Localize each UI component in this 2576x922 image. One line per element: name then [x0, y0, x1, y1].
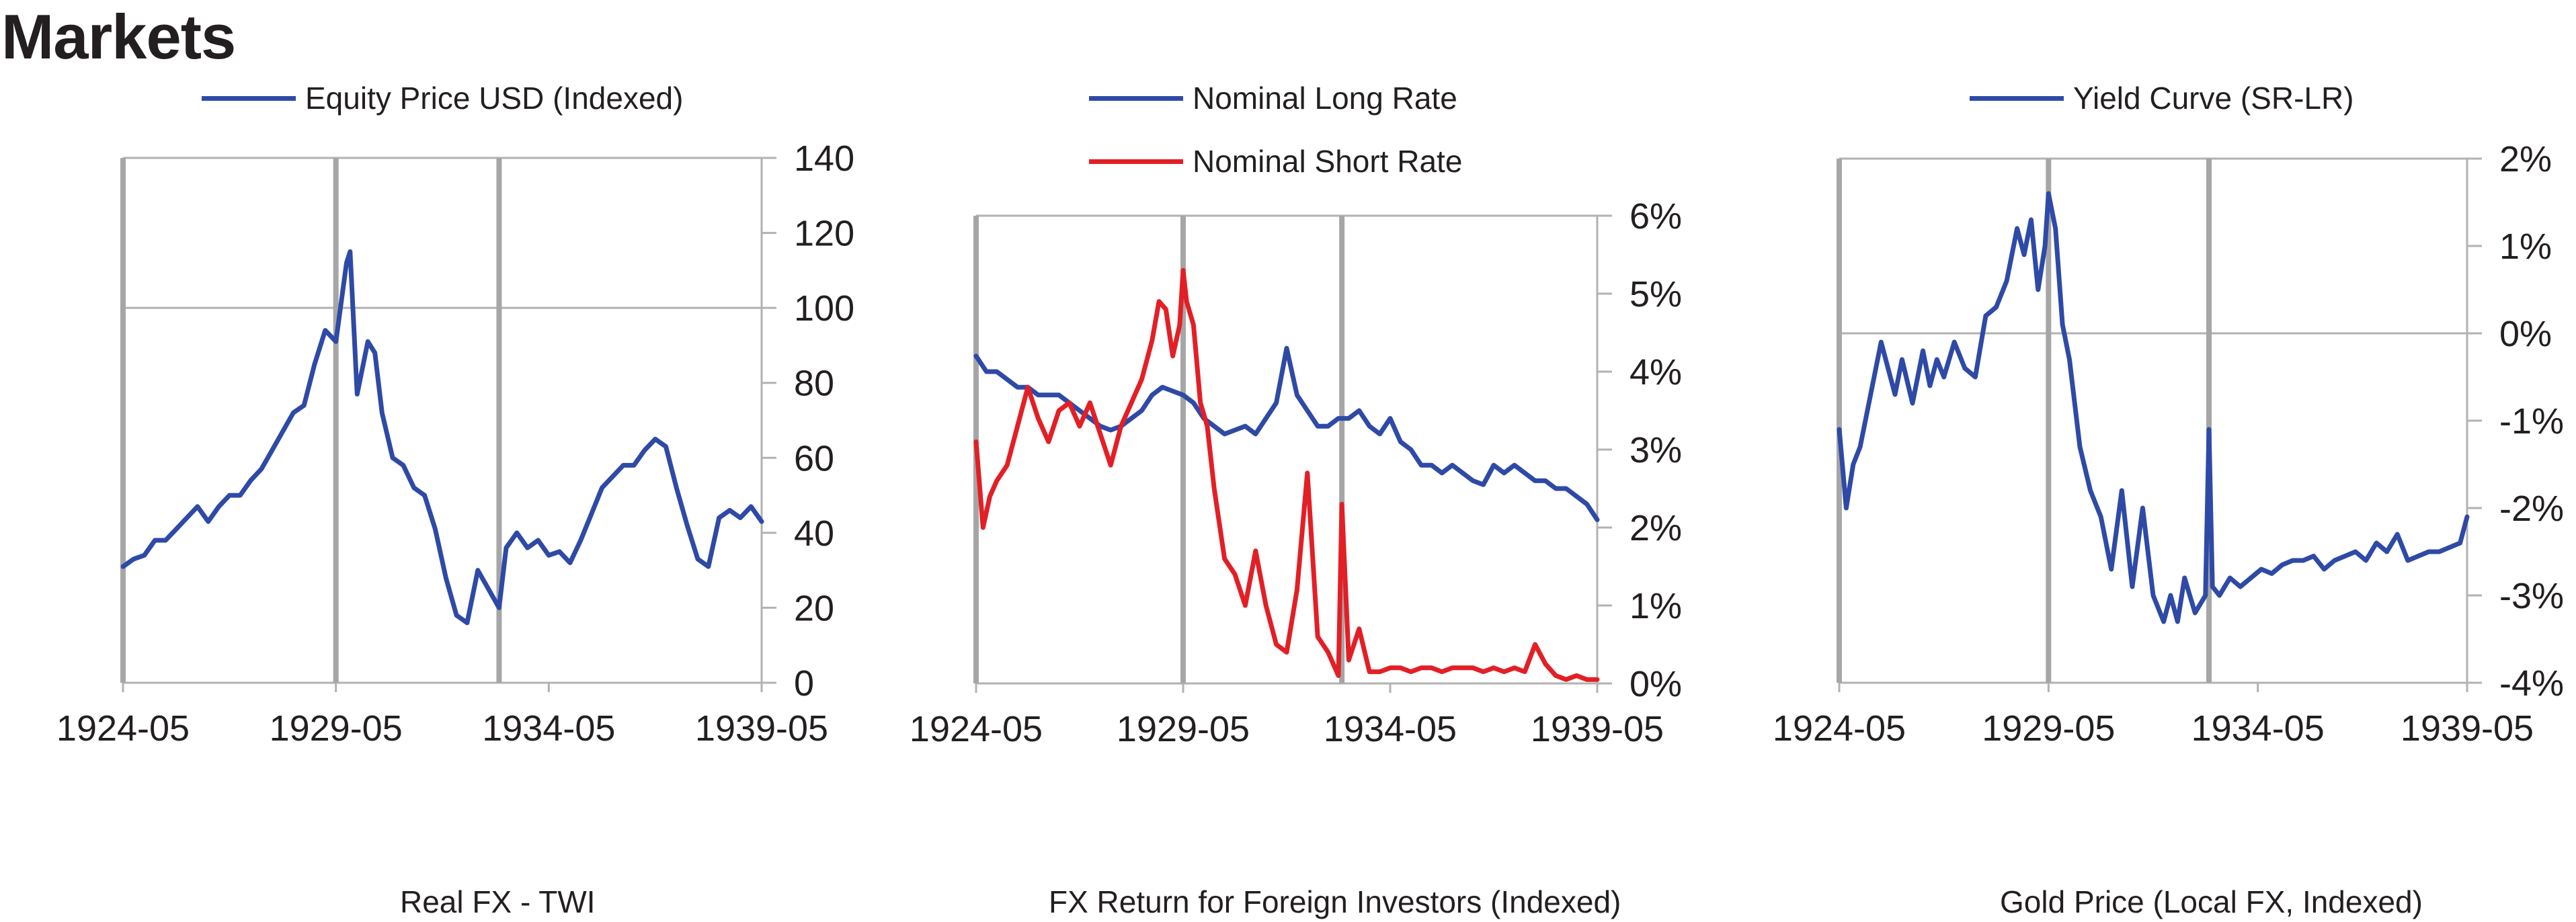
legend-item: Yield Curve (SR-LR) [1970, 78, 2354, 118]
series-line [120, 249, 764, 626]
x-tick-label: 1924-05 [1773, 708, 1906, 749]
rates-chart-panel: Nominal Long Rate Nominal Short Rate 0% 1… [854, 0, 1701, 896]
equity-chart-panel: Equity Price USD (Indexed) 0 20 40 60 80 100 1… [0, 0, 854, 896]
legend-label: Equity Price USD (Indexed) [305, 81, 684, 116]
legend-swatch [1970, 95, 2064, 101]
x-tick-label: 1934-05 [1324, 709, 1457, 749]
y-tick-label: 100 [794, 288, 854, 329]
y-tick-label: 0 [794, 663, 814, 704]
y-tick-label: -4% [2499, 663, 2564, 704]
nominal-rates-chart: 0% 1% 2% 3% 4% 5% 6% 1924-05 1929-05 1934-05 1939-… [910, 196, 1682, 749]
legend-label: Yield Curve (SR-LR) [2073, 81, 2354, 116]
y-tick-label: 5% [1629, 274, 1682, 315]
y-tick-label: 2% [2499, 139, 2552, 179]
series-line [1837, 191, 2470, 624]
x-tick-label: 1929-05 [1982, 708, 2115, 749]
y-tick-label: 140 [794, 138, 854, 179]
legend-item: Equity Price USD (Indexed) [202, 78, 683, 118]
equity-price-chart: 0 20 40 60 80 100 120 140 1924-05 1929-05 1934-05 1… [56, 138, 854, 749]
y-tick-label: 0% [2499, 314, 2552, 354]
y-tick-label: -2% [2499, 489, 2564, 529]
y-tick-label: 3% [1629, 430, 1682, 470]
x-tick-label: 1929-05 [1117, 709, 1250, 749]
yield-curve-chart-panel: Yield Curve (SR-LR) -4% -3% -2% -1% 0% 1% 2% 19… [1714, 0, 2576, 896]
next-chart-title: Gold Price (Local FX, Indexed) [2000, 884, 2423, 919]
legend-item: Nominal Short Rate [1089, 141, 1462, 181]
x-tick-label: 1929-05 [270, 708, 403, 749]
legend-swatch [1089, 159, 1183, 164]
x-tick-label: 1924-05 [56, 708, 190, 749]
series-line [973, 345, 1600, 522]
x-tick-label: 1934-05 [482, 708, 615, 749]
y-tick-label: 2% [1629, 508, 1682, 548]
legend-label: Nominal Short Rate [1193, 144, 1463, 179]
y-tick-label: 0% [1629, 664, 1682, 704]
y-tick-label: 40 [794, 513, 834, 554]
y-tick-label: 80 [794, 364, 834, 404]
x-tick-label: 1939-05 [695, 708, 828, 749]
y-tick-label: 6% [1629, 196, 1682, 237]
legend-label: Nominal Long Rate [1193, 81, 1457, 116]
legend-item: Nominal Long Rate [1089, 78, 1457, 118]
x-tick-label: 1939-05 [1531, 709, 1664, 749]
y-tick-label: 4% [1629, 352, 1682, 392]
series-line [973, 267, 1600, 682]
x-tick-label: 1924-05 [910, 709, 1043, 749]
page-title: Markets [1, 1, 236, 72]
y-tick-label: 60 [794, 438, 834, 478]
y-tick-label: 1% [1629, 586, 1682, 626]
y-tick-label: -1% [2499, 401, 2564, 442]
legend-swatch [1089, 95, 1183, 101]
y-tick-label: 120 [794, 214, 854, 254]
x-tick-label: 1934-05 [2191, 708, 2325, 749]
yield-curve-chart: -4% -3% -2% -1% 0% 1% 2% 1924-05 1929-05 1934-05 1… [1773, 139, 2564, 749]
legend-swatch [202, 95, 296, 101]
next-chart-title: FX Return for Foreign Investors (Indexed… [1049, 884, 1621, 919]
y-tick-label: 20 [794, 588, 834, 628]
x-tick-label: 1939-05 [2401, 708, 2534, 749]
next-chart-title: Real FX - TWI [400, 884, 596, 919]
y-tick-label: 1% [2499, 226, 2552, 267]
y-tick-label: -3% [2499, 576, 2564, 616]
